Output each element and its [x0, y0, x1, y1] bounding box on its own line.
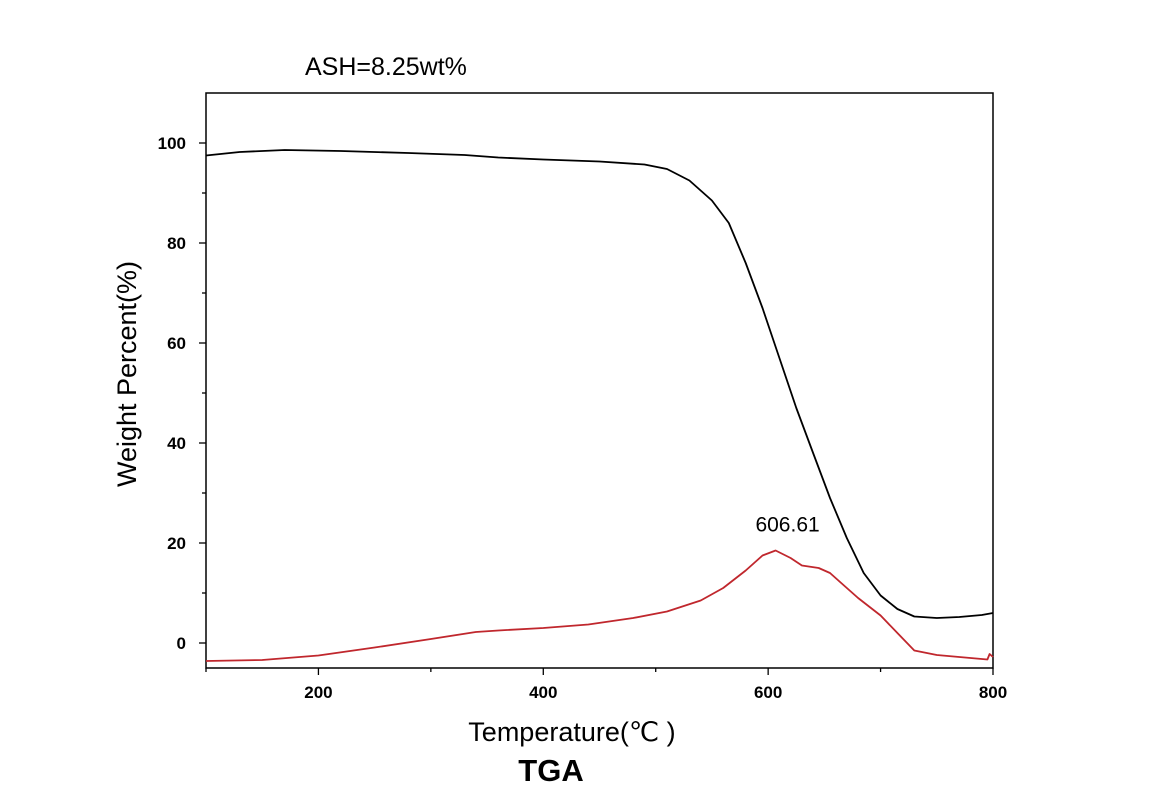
x-tick-label: 200: [304, 683, 332, 702]
y-tick-label: 80: [167, 234, 186, 253]
ash-annotation: ASH=8.25wt%: [305, 53, 467, 81]
y-axis-title: Weight Percent(%): [112, 261, 142, 487]
x-tick-label: 600: [754, 683, 782, 702]
y-tick-label: 20: [167, 534, 186, 553]
plot-frame: [205, 92, 994, 669]
x-tick-label: 800: [979, 683, 1007, 702]
chart-caption: TGA: [518, 753, 583, 788]
y-tick-label: 100: [158, 134, 186, 153]
y-tick-label: 60: [167, 334, 186, 353]
derivative-curve: [205, 549, 994, 662]
x-axis-title: Temperature(℃ ): [468, 717, 675, 747]
weight-curve: [205, 149, 994, 619]
x-tick-label: 400: [529, 683, 557, 702]
peak-label: 606.61: [755, 514, 819, 537]
y-tick-label: 0: [177, 634, 186, 653]
y-tick-label: 40: [167, 434, 186, 453]
